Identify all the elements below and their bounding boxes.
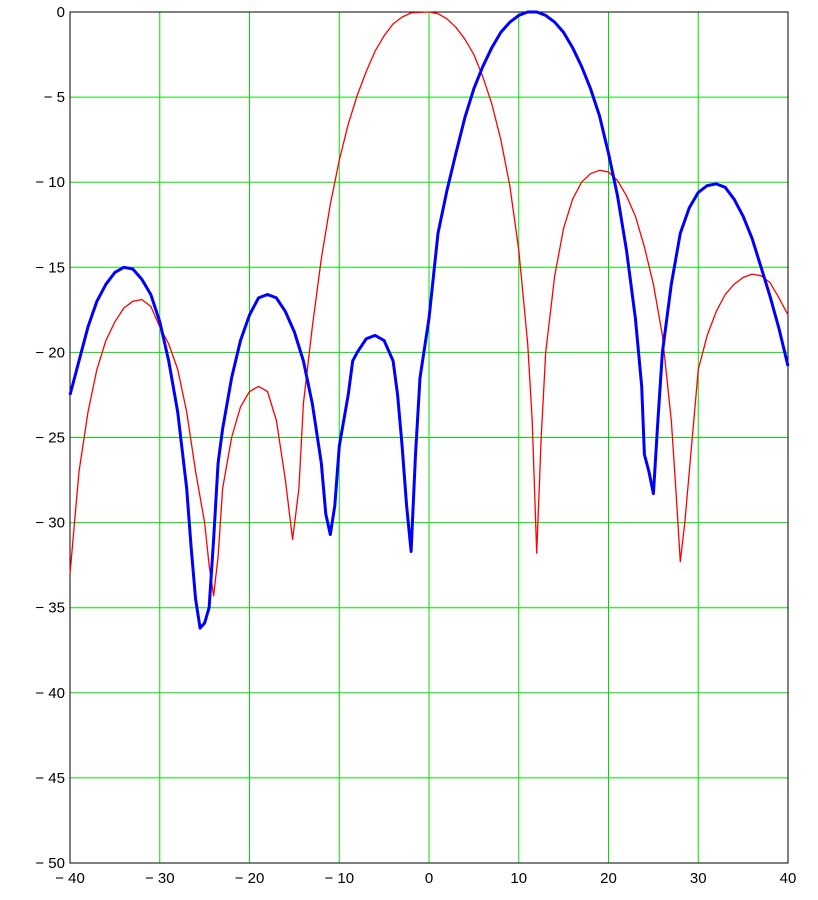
x-tick-label: − 20 [235, 870, 265, 887]
x-tick-label: 0 [425, 870, 433, 887]
x-tick-label: 40 [780, 870, 797, 887]
y-tick-label: − 15 [35, 259, 65, 276]
y-tick-label: − 30 [35, 515, 65, 532]
y-tick-label: − 40 [35, 685, 65, 702]
series-line-2 [68, 10, 790, 630]
y-tick-label: − 20 [35, 344, 65, 361]
series-line-1 [69, 11, 789, 597]
grid-lines [69, 11, 789, 864]
x-tick-label: − 10 [324, 870, 354, 887]
x-axis-tick-labels: − 40 − 30 − 20 − 10 0 10 20 30 40 [55, 870, 796, 887]
x-tick-label: 20 [600, 870, 617, 887]
y-tick-label: 0 [57, 4, 65, 21]
y-axis-tick-labels: 0 − 5 − 10 − 15 − 20 − 25 − 30 − 35 − 40 − 45 − 50 [35, 4, 65, 872]
y-tick-label: − 5 [44, 89, 65, 106]
x-tick-label: − 30 [145, 870, 175, 887]
y-tick-label: − 25 [35, 430, 65, 447]
x-tick-label: − 40 [55, 870, 85, 887]
x-tick-label: 10 [510, 870, 527, 887]
series-layer [68, 10, 790, 630]
y-tick-label: − 45 [35, 770, 65, 787]
x-tick-label: 30 [690, 870, 707, 887]
y-tick-label: − 50 [35, 855, 65, 872]
y-tick-label: − 10 [35, 174, 65, 191]
y-tick-label: − 35 [35, 600, 65, 617]
